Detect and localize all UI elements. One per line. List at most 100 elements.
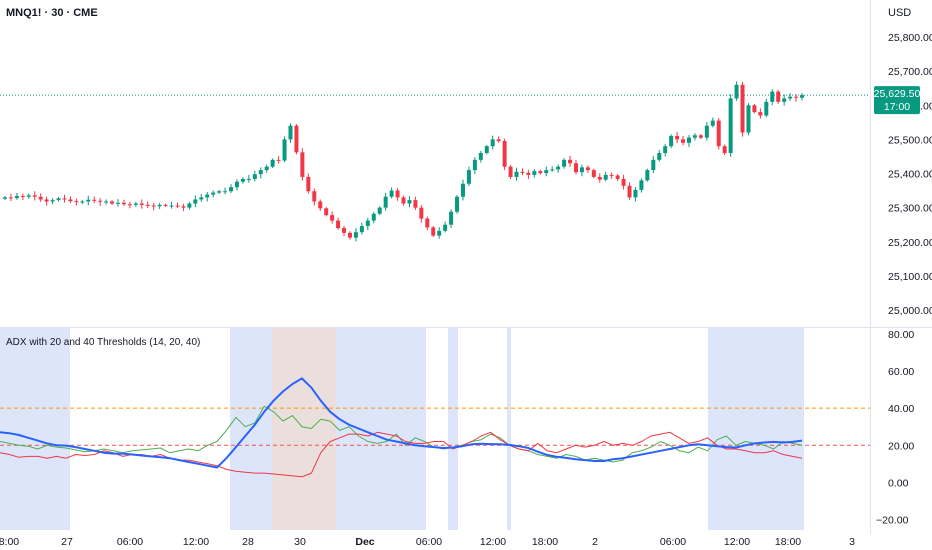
candle xyxy=(692,133,697,141)
candle xyxy=(550,166,555,172)
candle xyxy=(538,169,543,175)
candle xyxy=(181,203,186,212)
candle xyxy=(716,118,721,150)
candle xyxy=(383,192,388,211)
candle xyxy=(223,187,228,195)
price-tick-label: 25,200.00 xyxy=(888,237,932,249)
time-tick-label: 12:00 xyxy=(183,536,209,548)
candle xyxy=(526,170,531,179)
candle xyxy=(312,188,317,206)
candle xyxy=(270,158,275,169)
candle xyxy=(466,166,471,187)
indicator-title[interactable]: ADX with 20 and 40 Thresholds (14, 20, 4… xyxy=(6,337,200,348)
price-tick-label: 25,300.00 xyxy=(888,203,932,215)
candle xyxy=(443,221,448,233)
price-axis[interactable]: 25,800.0025,700.0025,600.0025,500.0025,4… xyxy=(888,32,932,317)
time-tick-label: 2 xyxy=(592,536,598,548)
candle xyxy=(508,164,513,179)
regime-band xyxy=(507,328,511,530)
series-di-plus xyxy=(0,405,803,463)
candle xyxy=(681,135,686,146)
candle xyxy=(669,134,674,149)
time-axis[interactable]: 18:00 27 06:00 12:00 28 30 Dec 06:00 12:00 18:00 2… xyxy=(0,536,855,548)
candle xyxy=(449,209,454,229)
candle xyxy=(460,179,465,201)
candle xyxy=(425,216,430,231)
indicator-tick-label: 80.00 xyxy=(888,329,914,341)
indicator-axis[interactable]: 80.00 60.00 40.00 20.00 0.00 −20.00 xyxy=(876,329,914,527)
indicator-tick-label: 40.00 xyxy=(888,403,914,415)
candle xyxy=(728,94,733,157)
price-tick-label: 25,100.00 xyxy=(888,271,932,283)
candle xyxy=(520,168,525,176)
candle xyxy=(544,166,549,177)
candle xyxy=(770,89,775,106)
candle xyxy=(157,202,162,209)
candle xyxy=(169,201,174,209)
candle xyxy=(8,193,13,202)
candle xyxy=(484,144,489,155)
time-tick-label: Dec xyxy=(355,536,374,548)
currency-label: USD xyxy=(888,7,911,19)
candle xyxy=(579,164,584,177)
candle xyxy=(395,188,400,201)
candle xyxy=(455,194,460,214)
candle xyxy=(472,157,477,175)
candle xyxy=(193,195,198,208)
regime-band xyxy=(272,328,336,530)
candle xyxy=(633,187,638,202)
candle xyxy=(306,173,311,194)
candle xyxy=(794,93,799,102)
candle xyxy=(163,203,168,207)
candle xyxy=(698,133,703,140)
time-tick-label: 06:00 xyxy=(117,536,143,548)
regime-band xyxy=(708,328,804,530)
candle xyxy=(371,211,376,224)
time-tick-label: 06:00 xyxy=(660,536,686,548)
candle xyxy=(734,81,739,101)
candle xyxy=(116,199,121,207)
candle xyxy=(573,159,578,175)
candle xyxy=(562,158,567,169)
candle xyxy=(353,228,358,242)
price-tick-label: 25,800.00 xyxy=(888,32,932,44)
time-tick-label: 12:00 xyxy=(480,536,506,548)
time-tick-label: 28 xyxy=(242,536,254,548)
candle xyxy=(413,196,418,211)
candle xyxy=(104,199,109,205)
candle xyxy=(44,196,49,206)
candle xyxy=(121,199,126,206)
candle xyxy=(240,177,245,184)
candle xyxy=(199,193,204,202)
series-adx xyxy=(0,377,803,469)
candle xyxy=(80,199,85,205)
candle xyxy=(234,179,239,191)
candle xyxy=(110,200,115,205)
candle xyxy=(347,231,352,240)
candle xyxy=(686,134,691,147)
candle xyxy=(651,156,656,174)
candle xyxy=(740,82,745,137)
candle xyxy=(776,89,781,104)
candle xyxy=(336,217,341,230)
candle xyxy=(591,168,596,179)
candle xyxy=(133,201,138,207)
candle xyxy=(568,155,573,168)
symbol-title[interactable]: MNQ1! · 30 · CME xyxy=(6,7,98,19)
threshold-lines xyxy=(0,407,870,446)
last-price-value: 25,629.50 xyxy=(874,88,921,100)
time-tick-label: 3 xyxy=(849,536,855,548)
candle xyxy=(205,191,210,202)
time-tick-label: 18:00 xyxy=(0,536,19,548)
time-tick-label: 27 xyxy=(61,536,73,548)
candle xyxy=(68,196,73,203)
candle xyxy=(342,225,347,237)
regime-band xyxy=(448,328,458,530)
candle xyxy=(86,195,91,206)
candle xyxy=(38,193,43,202)
candle xyxy=(532,169,537,178)
candle xyxy=(639,178,644,193)
candle xyxy=(98,198,103,206)
candle xyxy=(597,173,602,183)
candle xyxy=(92,196,97,204)
